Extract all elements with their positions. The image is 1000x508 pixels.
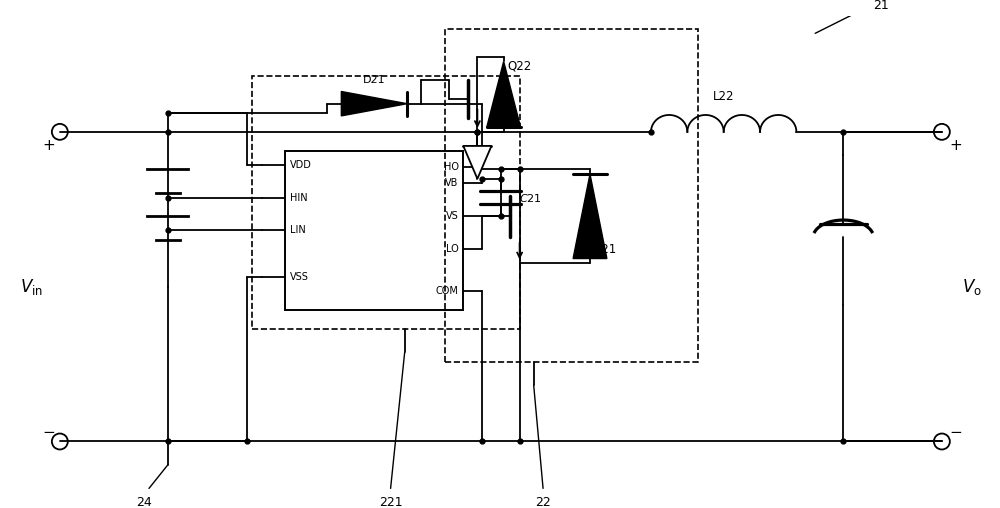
Text: $V_{\rm in}$: $V_{\rm in}$ [20, 277, 43, 297]
Text: Q21: Q21 [592, 243, 616, 256]
Text: VSS: VSS [290, 272, 309, 282]
Text: LIN: LIN [290, 226, 305, 235]
Polygon shape [463, 146, 491, 179]
Text: D21: D21 [363, 75, 385, 85]
Bar [285, 150, 463, 310]
Text: 22: 22 [535, 496, 551, 508]
Text: HIN: HIN [290, 193, 307, 203]
Text: $-$: $-$ [42, 423, 55, 438]
Text: LO: LO [446, 244, 459, 254]
Text: HO: HO [444, 162, 459, 172]
Text: $C21$: $C21$ [519, 192, 542, 204]
Polygon shape [573, 174, 607, 259]
Text: L22: L22 [713, 90, 734, 103]
Bar [445, 28, 698, 362]
Text: +: + [950, 138, 962, 153]
Text: VDD: VDD [290, 160, 312, 170]
Text: VB: VB [445, 178, 459, 188]
Text: $-$: $-$ [949, 423, 963, 438]
Text: 221: 221 [379, 496, 402, 508]
Polygon shape [341, 91, 407, 116]
Polygon shape [487, 61, 521, 127]
Text: 24: 24 [136, 496, 152, 508]
Text: VS: VS [446, 211, 459, 221]
Text: COM: COM [436, 287, 459, 296]
Text: 21: 21 [873, 0, 889, 12]
Text: +: + [42, 138, 55, 153]
Text: Q22: Q22 [507, 59, 532, 73]
Bar [252, 76, 520, 329]
Text: $V_{\rm o}$: $V_{\rm o}$ [962, 277, 982, 297]
